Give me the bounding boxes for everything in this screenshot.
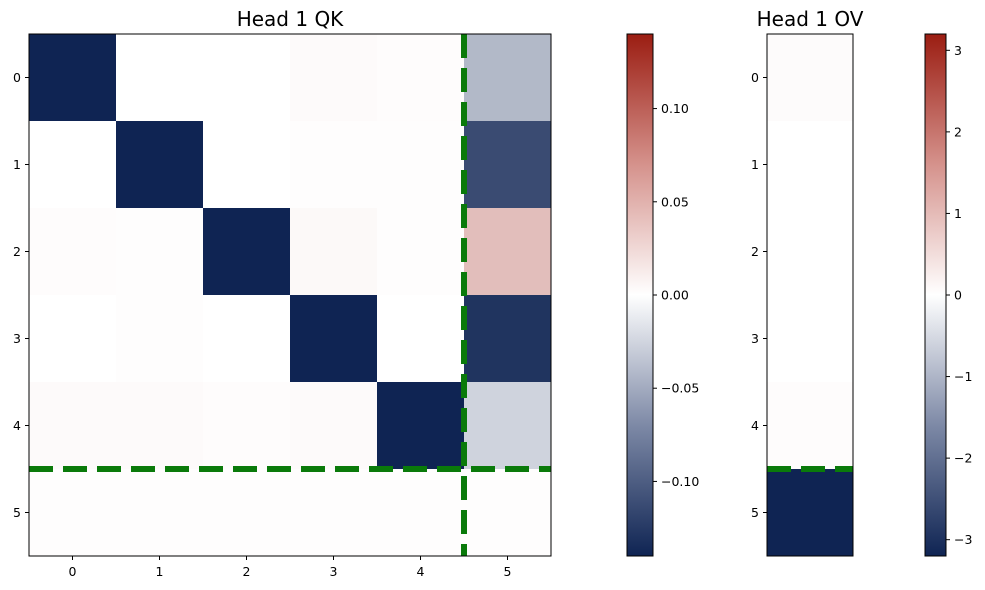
qk-cell-5-1: [116, 469, 204, 557]
qk-colorbar-bar: [626, 33, 654, 557]
ov-cell-5-0: [767, 469, 854, 557]
qk-y-tick-label: 3: [13, 331, 21, 346]
qk-y-tick-label: 4: [13, 418, 21, 433]
qk-cell-0-0: [29, 34, 117, 122]
qk-cell-3-4: [377, 295, 465, 383]
qk-y-tick-label: 2: [13, 244, 21, 259]
ov-colorbar-tick-label: 0: [954, 288, 962, 303]
qk-cell-2-1: [116, 208, 204, 296]
qk-separators: [29, 34, 551, 556]
qk-cell-2-2: [203, 208, 291, 296]
qk-colorbar-tick-label: 0.05: [661, 194, 689, 209]
qk-x-ticks: 0 1 2 3 4 5: [69, 556, 512, 579]
qk-cell-0-2: [203, 34, 291, 122]
ov-colorbar: −3 −2 −1 0 1 2 3: [924, 33, 972, 557]
ov-colorbar-ticks: −3 −2 −1 0 1 2 3: [946, 43, 972, 547]
ov-colorbar-tick-label: 2: [954, 124, 962, 139]
qk-cell-1-0: [29, 121, 117, 209]
ov-cell-3-0: [767, 295, 854, 383]
qk-x-tick-label: 4: [417, 564, 425, 579]
ov-y-ticks: 0 1 2 3 4 5: [751, 70, 767, 520]
qk-x-tick-label: 3: [330, 564, 338, 579]
qk-cell-5-4: [377, 469, 465, 557]
qk-x-tick-label: 1: [156, 564, 164, 579]
ov-cell-4-0: [767, 382, 854, 470]
qk-cell-2-4: [377, 208, 465, 296]
qk-cell-0-5: [464, 34, 552, 122]
qk-cell-4-3: [290, 382, 378, 470]
qk-x-tick-label: 2: [243, 564, 251, 579]
qk-cell-5-2: [203, 469, 291, 557]
qk-cell-3-5: [464, 295, 552, 383]
ov-y-tick-label: 5: [751, 505, 759, 520]
ov-cell-2-0: [767, 208, 854, 296]
qk-cell-5-3: [290, 469, 378, 557]
qk-cell-1-2: [203, 121, 291, 209]
qk-cell-2-0: [29, 208, 117, 296]
qk-cell-4-2: [203, 382, 291, 470]
qk-cell-4-5: [464, 382, 552, 470]
qk-colorbar-tick-label: −0.05: [661, 381, 699, 396]
ov-frame: [766, 33, 854, 557]
ov-colorbar-tick-label: 3: [954, 43, 962, 58]
qk-cell-0-3: [290, 34, 378, 122]
qk-cell-5-0: [29, 469, 117, 557]
qk-colorbar-ticks: −0.10 −0.05 0.00 0.05 0.10: [653, 101, 699, 489]
ov-y-tick-label: 2: [751, 244, 759, 259]
qk-cell-3-0: [29, 295, 117, 383]
qk-frame: [28, 33, 552, 557]
qk-cell-4-1: [116, 382, 204, 470]
qk-cell-0-1: [116, 34, 204, 122]
ov-heatmap: Head 1 OV 0 1 2 3 4 5: [751, 7, 864, 557]
ov-colorbar-tick-label: −3: [954, 532, 972, 547]
ov-cells: [767, 34, 854, 557]
qk-cell-0-4: [377, 34, 465, 122]
qk-title: Head 1 QK: [237, 7, 344, 31]
qk-x-tick-label: 5: [504, 564, 512, 579]
qk-cell-3-3: [290, 295, 378, 383]
qk-x-tick-label: 0: [69, 564, 77, 579]
ov-cell-1-0: [767, 121, 854, 209]
qk-cell-3-2: [203, 295, 291, 383]
qk-cell-1-5: [464, 121, 552, 209]
ov-colorbar-bar: [924, 33, 947, 557]
ov-colorbar-tick-label: −2: [954, 451, 972, 466]
ov-y-tick-label: 1: [751, 157, 759, 172]
ov-y-tick-label: 0: [751, 70, 759, 85]
ov-colorbar-tick-label: −1: [954, 369, 972, 384]
qk-y-tick-label: 5: [13, 505, 21, 520]
qk-y-ticks: 0 1 2 3 4 5: [13, 70, 29, 520]
ov-cell-0-0: [767, 34, 854, 122]
qk-cell-2-5: [464, 208, 552, 296]
qk-cell-1-1: [116, 121, 204, 209]
qk-cell-5-5: [464, 469, 552, 557]
qk-cell-2-3: [290, 208, 378, 296]
ov-y-tick-label: 4: [751, 418, 759, 433]
ov-title: Head 1 OV: [757, 7, 864, 31]
qk-y-tick-label: 0: [13, 70, 21, 85]
qk-colorbar-tick-label: 0.10: [661, 101, 689, 116]
qk-cell-1-4: [377, 121, 465, 209]
qk-heatmap: Head 1 QK 0 1 2 3 4 5 0 1 2 3 4 5: [13, 7, 552, 579]
qk-cells: [29, 34, 552, 557]
qk-y-tick-label: 1: [13, 157, 21, 172]
qk-colorbar: −0.10 −0.05 0.00 0.05 0.10: [626, 33, 699, 557]
qk-cell-1-3: [290, 121, 378, 209]
qk-cell-3-1: [116, 295, 204, 383]
qk-colorbar-tick-label: −0.10: [661, 474, 699, 489]
qk-colorbar-tick-label: 0.00: [661, 288, 689, 303]
qk-cell-4-0: [29, 382, 117, 470]
qk-cell-4-4: [377, 382, 465, 470]
ov-colorbar-tick-label: 1: [954, 206, 962, 221]
ov-y-tick-label: 3: [751, 331, 759, 346]
